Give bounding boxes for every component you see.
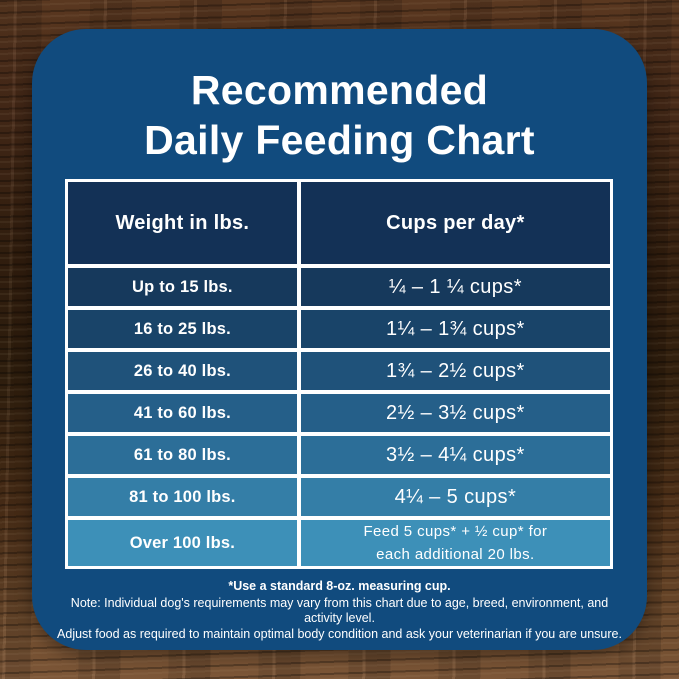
feeding-table: Weight in lbs. Cups per day* Up to 15 lb… [65, 179, 613, 569]
table-row-cups: ¼ – 1 ¼ cups* [300, 268, 610, 306]
table-row-weight: 41 to 60 lbs. [68, 394, 297, 432]
cups-note-line-1: Feed 5 cups* + ½ cup* for [363, 522, 548, 540]
table-row-weight: 16 to 25 lbs. [68, 310, 297, 348]
cups-note-line-2: each additional 20 lbs. [376, 546, 535, 563]
table-row-weight: 26 to 40 lbs. [68, 352, 297, 390]
table-row-weight: 61 to 80 lbs. [68, 436, 297, 474]
table-row-cups: 4¼ – 5 cups* [300, 478, 610, 516]
table-row-cups: 1¼ – 1¾ cups* [300, 310, 610, 348]
table-row-weight: Over 100 lbs. [68, 520, 297, 566]
table-row-cups: Feed 5 cups* + ½ cup* for each additiona… [300, 520, 610, 566]
table-row-cups: 2½ – 3½ cups* [300, 394, 610, 432]
table-row-weight: 81 to 100 lbs. [68, 478, 297, 516]
table-row-cups: 3½ – 4¼ cups* [300, 436, 610, 474]
feeding-chart-card: Recommended Daily Feeding Chart Weight i… [32, 29, 647, 650]
table-row-cups: 1¾ – 2½ cups* [300, 352, 610, 390]
title-line-2: Daily Feeding Chart [144, 117, 535, 164]
title-line-1: Recommended [190, 67, 489, 113]
page-title: Recommended Daily Feeding Chart [32, 65, 647, 165]
note-line-1: Note: Individual dog's requirements may … [70, 596, 609, 626]
column-header-weight: Weight in lbs. [68, 182, 297, 264]
column-header-cups: Cups per day* [300, 182, 610, 264]
measuring-cup-footnote: *Use a standard 8-oz. measuring cup. [228, 579, 451, 593]
note-line-2: Adjust food as required to maintain opti… [57, 626, 622, 641]
table-row-weight: Up to 15 lbs. [68, 268, 297, 306]
footnotes: *Use a standard 8-oz. measuring cup. Not… [52, 579, 627, 642]
